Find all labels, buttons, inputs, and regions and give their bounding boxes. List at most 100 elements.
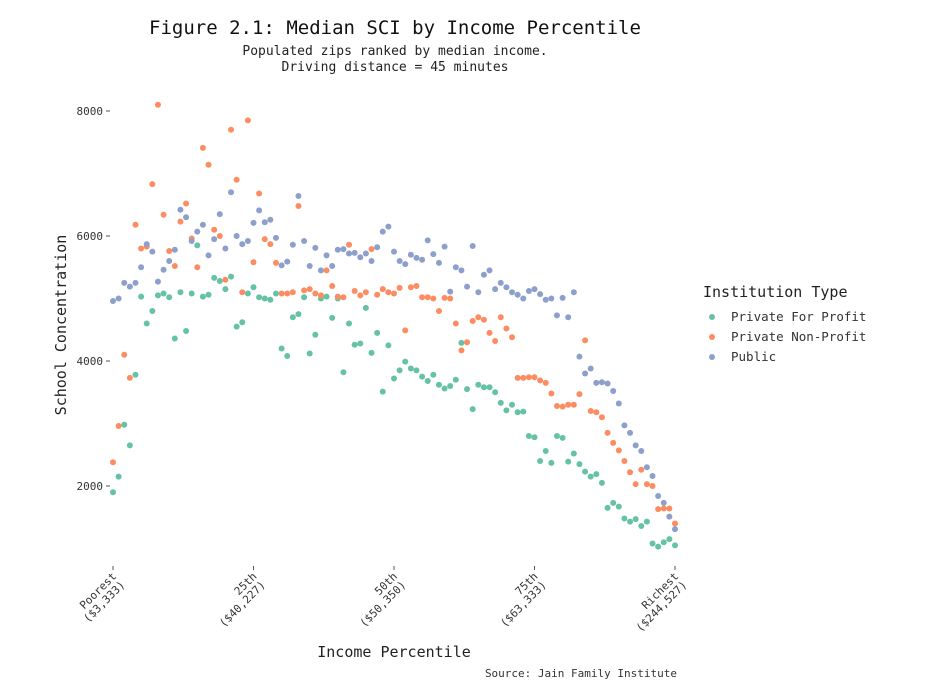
data-point xyxy=(323,267,330,274)
data-point xyxy=(222,276,229,283)
data-point xyxy=(239,319,246,326)
data-point xyxy=(542,379,549,386)
data-point xyxy=(632,516,639,523)
data-point xyxy=(351,249,358,256)
data-point xyxy=(154,101,161,108)
data-point xyxy=(272,259,279,266)
data-point xyxy=(407,284,414,291)
data-point xyxy=(402,358,409,365)
data-point xyxy=(514,374,521,381)
data-point xyxy=(402,261,409,268)
data-point xyxy=(284,258,291,265)
data-point xyxy=(149,181,156,188)
data-point xyxy=(587,365,594,372)
data-point xyxy=(289,241,296,248)
data-point xyxy=(362,304,369,311)
data-point xyxy=(559,434,566,441)
data-point xyxy=(464,386,471,393)
data-point xyxy=(497,314,504,321)
data-point xyxy=(166,258,173,264)
x-axis-title: Income Percentile xyxy=(317,643,471,661)
data-point xyxy=(480,384,487,391)
data-point xyxy=(301,238,308,244)
data-point xyxy=(149,248,156,255)
data-point xyxy=(469,243,476,249)
data-point xyxy=(346,250,353,257)
data-point xyxy=(419,256,426,263)
data-point xyxy=(593,471,600,478)
data-point xyxy=(138,264,145,271)
data-point xyxy=(379,388,386,395)
data-point xyxy=(632,481,639,488)
data-point xyxy=(430,295,437,302)
data-point xyxy=(312,244,319,251)
data-point xyxy=(615,400,622,407)
data-point xyxy=(447,383,454,389)
data-point xyxy=(531,374,538,381)
data-point xyxy=(542,296,549,303)
data-point xyxy=(346,320,353,327)
data-point xyxy=(655,493,662,499)
legend-label: Public xyxy=(731,349,776,364)
data-point xyxy=(396,367,403,374)
data-point xyxy=(559,403,566,410)
data-point xyxy=(306,286,313,293)
data-point xyxy=(177,289,184,296)
y-tick-label: 2000 xyxy=(77,480,104,493)
chart-title: Figure 2.1: Median SCI by Income Percent… xyxy=(149,17,641,39)
data-point xyxy=(261,219,268,226)
data-point xyxy=(160,290,167,297)
data-point xyxy=(261,295,268,302)
data-point xyxy=(121,351,128,358)
data-point xyxy=(660,539,667,546)
data-point xyxy=(458,347,465,354)
data-point xyxy=(323,293,330,300)
data-point xyxy=(604,504,611,511)
data-point xyxy=(576,353,583,360)
data-point xyxy=(301,287,308,294)
data-point xyxy=(340,294,347,301)
data-point xyxy=(638,523,645,529)
x-tick-label: 25th($40,227) xyxy=(208,570,268,630)
data-point xyxy=(548,459,555,466)
data-point xyxy=(329,263,336,269)
data-point xyxy=(194,242,201,249)
data-point xyxy=(160,211,167,218)
data-point xyxy=(340,246,347,253)
data-point xyxy=(503,325,510,332)
data-point xyxy=(413,367,420,374)
data-point xyxy=(565,458,572,465)
data-point xyxy=(278,345,285,352)
data-point xyxy=(649,473,656,479)
data-point xyxy=(402,327,409,334)
data-point xyxy=(216,278,223,284)
data-point xyxy=(284,290,291,297)
data-point xyxy=(548,390,555,397)
data-point xyxy=(346,241,353,248)
data-point xyxy=(610,388,617,394)
data-point xyxy=(244,238,251,244)
data-point xyxy=(413,283,420,289)
data-point xyxy=(183,214,190,221)
legend-title: Institution Type xyxy=(703,283,848,301)
data-point xyxy=(267,241,274,248)
data-point xyxy=(520,374,527,381)
data-point xyxy=(194,228,201,235)
data-point xyxy=(166,248,173,254)
data-point xyxy=(374,244,381,251)
data-point xyxy=(666,536,673,543)
data-point xyxy=(480,316,487,323)
data-point xyxy=(228,126,235,133)
data-point xyxy=(435,259,442,266)
data-point xyxy=(138,293,145,300)
data-point xyxy=(643,481,650,488)
data-point xyxy=(132,221,139,228)
data-point xyxy=(289,289,296,296)
data-point xyxy=(183,328,190,334)
legend-label: Private Non-Profit xyxy=(731,329,866,344)
data-point xyxy=(267,296,274,303)
data-point xyxy=(340,369,347,376)
y-tick-label: 6000 xyxy=(77,230,104,243)
data-point xyxy=(570,289,577,296)
